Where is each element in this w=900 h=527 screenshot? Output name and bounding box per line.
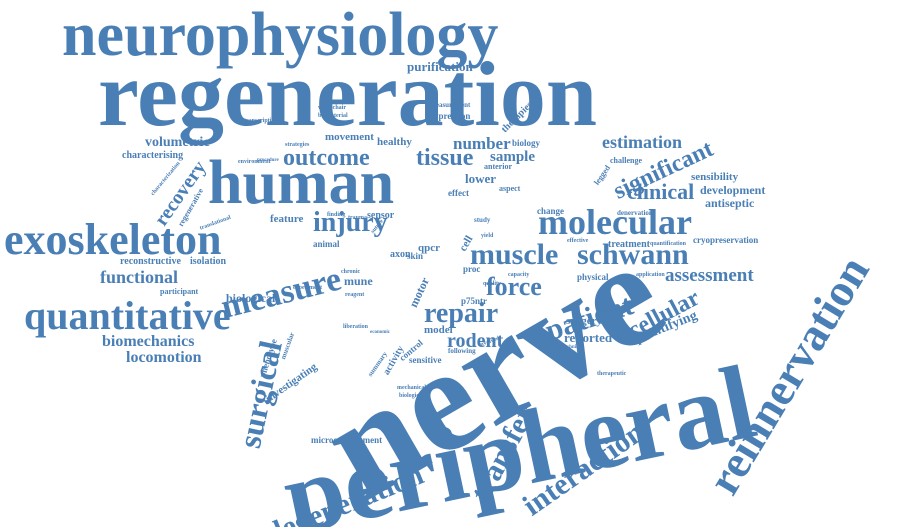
word-animal: animal bbox=[313, 239, 340, 249]
word-lower: lower bbox=[465, 171, 497, 186]
word-regeneration: regeneration bbox=[98, 43, 598, 145]
word-liberation: liberation bbox=[343, 324, 368, 330]
word-finding: finding bbox=[327, 212, 346, 218]
word-exoskeleton: exoskeleton bbox=[4, 215, 222, 264]
word-quantitative: quantitative bbox=[24, 293, 231, 338]
word-functional: functional bbox=[100, 267, 179, 287]
word-movement: movement bbox=[325, 131, 374, 143]
word-effective: effective bbox=[567, 238, 589, 244]
word-p75ntr: p75ntr bbox=[461, 296, 488, 306]
word-force: force bbox=[486, 272, 542, 301]
word-sensitive: sensitive bbox=[409, 355, 442, 365]
word-reconstructive: reconstructive bbox=[120, 256, 181, 267]
word-economic: economic bbox=[370, 330, 390, 335]
word-measurement: measurement bbox=[430, 101, 471, 109]
word-outcome: outcome bbox=[283, 145, 370, 171]
word-legged: legged bbox=[592, 163, 613, 187]
word-qpcr: qpcr bbox=[418, 242, 440, 254]
word-effect: effect bbox=[448, 188, 469, 198]
word-biomaterial: biomaterial bbox=[318, 113, 348, 119]
word-polymerase: polymerase bbox=[598, 307, 628, 313]
word-study: study bbox=[474, 216, 491, 224]
word-biology: biology bbox=[512, 138, 541, 148]
word-antiseptic: antiseptic bbox=[705, 196, 755, 210]
word-sample: sample bbox=[490, 149, 535, 165]
word-neurophysiology: neurophysiology bbox=[62, 1, 499, 69]
word-muscular: muscular bbox=[279, 331, 297, 361]
word-wheelchair: wheelchair bbox=[318, 105, 346, 111]
word-technique: technique bbox=[563, 345, 584, 350]
word-model: model bbox=[424, 324, 453, 336]
word-volumetric: volumetric bbox=[145, 135, 210, 150]
word-healthy: healthy bbox=[377, 136, 412, 148]
word-chronic: chronic bbox=[341, 269, 361, 275]
word-human: human bbox=[208, 149, 395, 217]
word-capacity: capacity bbox=[508, 272, 530, 278]
word-physical: physical bbox=[577, 272, 609, 282]
word-therapeutic: therapeutic bbox=[597, 371, 627, 377]
word-sensor: sensor bbox=[367, 210, 395, 221]
word-expression: expression bbox=[430, 111, 471, 121]
word-biomechanics: biomechanics bbox=[102, 333, 195, 350]
word-surgery: surgery bbox=[566, 315, 603, 327]
word-injury: injury bbox=[313, 207, 388, 238]
word-strategies: strategies bbox=[285, 142, 310, 148]
word-number: number bbox=[453, 134, 511, 153]
word-repair: repair bbox=[424, 298, 499, 329]
word-axon: axon bbox=[390, 249, 411, 260]
word-environment: environment bbox=[238, 159, 271, 165]
word-muscle: muscle bbox=[470, 238, 559, 271]
word-mechanical: mechanical bbox=[397, 385, 426, 391]
word-challenge: challenge bbox=[610, 156, 642, 165]
word-reagent: reagent bbox=[345, 292, 365, 298]
word-treatment: treatment bbox=[608, 239, 651, 250]
word-locomotion: locomotion bbox=[126, 349, 202, 366]
word-anterior: anterior bbox=[484, 162, 512, 171]
word-transcription: transcription bbox=[244, 118, 278, 124]
word-schwann: schwann bbox=[577, 238, 689, 271]
word-experiment: experiment bbox=[293, 285, 322, 291]
word-cryopreservation: cryopreservation bbox=[693, 235, 759, 245]
word-sensibility: sensibility bbox=[691, 171, 739, 183]
word-application: application bbox=[636, 272, 665, 278]
word-following: following bbox=[448, 347, 476, 355]
word-trauma: trauma bbox=[348, 215, 367, 221]
word-participant: participant bbox=[160, 287, 199, 296]
word-quality: quality bbox=[483, 281, 502, 287]
word-molecular: molecular bbox=[538, 202, 692, 242]
word-isolation: isolation bbox=[190, 256, 227, 267]
word-denervation: denervation bbox=[617, 209, 653, 217]
word-reported: reported bbox=[564, 330, 613, 345]
word-microenvironment: microenvironment bbox=[311, 435, 383, 445]
word-change: change bbox=[537, 206, 564, 216]
word-feature: feature bbox=[270, 213, 304, 225]
word-estimation: estimation bbox=[602, 132, 682, 152]
word-biological: biological bbox=[226, 291, 276, 305]
word-biological-small: biological bbox=[399, 393, 424, 399]
word-aspect: aspect bbox=[499, 184, 521, 193]
word-skin: skin bbox=[407, 251, 424, 261]
word-yield: yield bbox=[481, 233, 494, 239]
word-characterising: characterising bbox=[122, 150, 184, 161]
word-proc: proc bbox=[463, 264, 481, 274]
word-tissue: tissue bbox=[416, 145, 474, 171]
word-quantification: quantification bbox=[650, 241, 687, 247]
word-development: development bbox=[700, 183, 766, 197]
word-mune: mune bbox=[344, 274, 373, 288]
word-assessment: assessment bbox=[665, 265, 754, 286]
word-procedure: procedure bbox=[257, 158, 279, 163]
word-clinical: clinical bbox=[627, 179, 695, 204]
word-rodent: rodent bbox=[447, 330, 504, 352]
word-purification: purification bbox=[407, 59, 473, 74]
